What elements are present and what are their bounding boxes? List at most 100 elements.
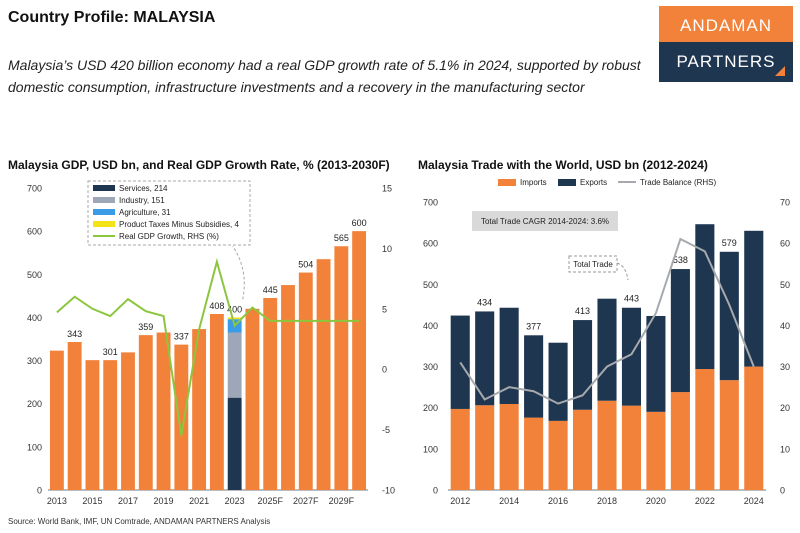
gdp-bar: [103, 360, 118, 490]
trade-chart-title: Malaysia Trade with the World, USD bn (2…: [418, 158, 708, 172]
cagr-annotation-box: [472, 211, 618, 231]
gdp-bar: [281, 285, 295, 490]
exports-bar: [744, 230, 764, 367]
legend-swatch: [93, 221, 115, 227]
imports-bar: [670, 392, 690, 490]
gdp-bar: [174, 344, 189, 490]
gdp-data-label: 343: [67, 329, 82, 339]
exports-bar: [548, 342, 568, 421]
imports-bar: [548, 420, 568, 490]
legend-swatch: [93, 197, 115, 203]
y2-tick-label: 10: [382, 244, 392, 254]
y2-tick-label: 70: [780, 198, 790, 208]
y-tick-label: 600: [423, 239, 438, 249]
x-tick-label: 2024: [744, 496, 764, 506]
legend-swatch: [93, 209, 115, 215]
trade-balance-line: [459, 237, 755, 405]
gdp-data-label: 600: [352, 218, 367, 228]
total-trade-label: 538: [673, 255, 688, 265]
logo-triangle: [775, 66, 785, 76]
gdp-bar: [85, 360, 100, 490]
imports-bar: [572, 409, 593, 490]
imports-bar: [597, 400, 617, 490]
page-title: Country Profile: MALAYSIA: [8, 9, 216, 26]
gdp-data-label: 359: [138, 322, 153, 332]
cagr-annotation: Total Trade CAGR 2014-2024: 3.6%: [481, 217, 609, 226]
page-subtitle: Malaysia’s USD 420 billion economy had a…: [8, 57, 641, 95]
gdp-bar: [298, 272, 313, 490]
legend-swatch: [93, 185, 115, 191]
y2-tick-label: 40: [780, 321, 790, 331]
exports-bar: [475, 311, 495, 406]
y-tick-label: 300: [27, 356, 42, 366]
gdp-chart-title: Malaysia GDP, USD bn, and Real GDP Growt…: [8, 158, 390, 172]
exports-bar: [646, 315, 666, 412]
gdp-data-label: 445: [263, 285, 278, 295]
x-tick-label: 2019: [154, 496, 174, 506]
x-tick-label: 2012: [450, 496, 470, 506]
x-tick-label: 2013: [47, 496, 67, 506]
exports-bar: [597, 298, 617, 401]
gdp-segment-services: [227, 397, 242, 490]
gdp-bar: [138, 335, 153, 490]
gdp-data-label: 337: [174, 332, 189, 342]
y-tick-label: 100: [27, 442, 42, 452]
gdp-bar: [49, 350, 64, 490]
x-tick-label: 2022: [695, 496, 715, 506]
real-gdp-growth-line: [56, 257, 360, 436]
gdp-bar: [334, 246, 349, 490]
y-tick-label: 100: [423, 444, 438, 454]
imports-bar: [695, 369, 715, 490]
exports-bar: [670, 269, 690, 393]
x-tick-label: 2017: [118, 496, 138, 506]
total-trade-label: 377: [526, 321, 541, 331]
y2-tick-label: 15: [382, 184, 392, 194]
legend-label: Industry, 151: [119, 196, 165, 205]
imports-bar: [744, 366, 764, 490]
gdp-bar: [316, 259, 331, 490]
total-trade-arrow: [616, 262, 629, 281]
x-tick-label: 2020: [646, 496, 666, 506]
y2-tick-label: 50: [780, 280, 790, 290]
y-tick-label: 500: [27, 270, 42, 280]
y-tick-label: 400: [423, 321, 438, 331]
legend-label: Product Taxes Minus Subsidies, 4: [119, 220, 239, 229]
x-tick-label: 2014: [499, 496, 519, 506]
total-trade-label: 443: [624, 294, 639, 304]
gdp-bar: [209, 313, 224, 490]
imports-bar: [621, 405, 642, 490]
y2-tick-label: 0: [780, 486, 785, 496]
gdp-segment-product-taxes-minus-subsidies: [227, 317, 242, 320]
x-tick-label: 2021: [189, 496, 209, 506]
gdp-data-label: 400: [227, 304, 242, 314]
total-trade-annotation-box: [568, 255, 618, 273]
y2-tick-label: -10: [382, 486, 395, 496]
trade-chart: 0 100 200 300 400 500 600 700 0 10 20 30 40 50 60 70 Tot…: [423, 178, 790, 506]
gdp-segment-industry: [227, 332, 242, 398]
gdp-bar: [67, 342, 82, 490]
legend-swatch-exports: [558, 179, 576, 186]
y-tick-label: 300: [423, 362, 438, 372]
legend-swatch-imports: [498, 179, 516, 186]
exports-bar: [719, 251, 739, 381]
y2-tick-label: 30: [780, 362, 790, 372]
gdp-bar: [352, 231, 367, 490]
y-tick-label: 500: [423, 280, 438, 290]
gdp-bar: [121, 352, 135, 490]
total-trade-annotation: Total Trade: [573, 260, 613, 269]
gdp-bar: [192, 329, 207, 490]
imports-bar: [499, 404, 519, 490]
legend-label: Exports: [580, 178, 607, 187]
legend-label: Services, 214: [119, 184, 168, 193]
x-tick-label: 2025F: [257, 496, 283, 506]
x-tick-label: 2016: [548, 496, 568, 506]
total-trade-label: 413: [575, 306, 590, 316]
imports-bar: [450, 408, 470, 490]
y-tick-label: 0: [433, 486, 438, 496]
logo-line-2: PARTNERS: [659, 42, 793, 82]
imports-bar: [475, 405, 495, 490]
imports-bar: [524, 417, 544, 490]
y2-tick-label: 20: [780, 403, 790, 413]
source-note: Source: World Bank, IMF, UN Comtrade, AN…: [8, 517, 271, 526]
legend-label: Trade Balance (RHS): [640, 178, 717, 187]
